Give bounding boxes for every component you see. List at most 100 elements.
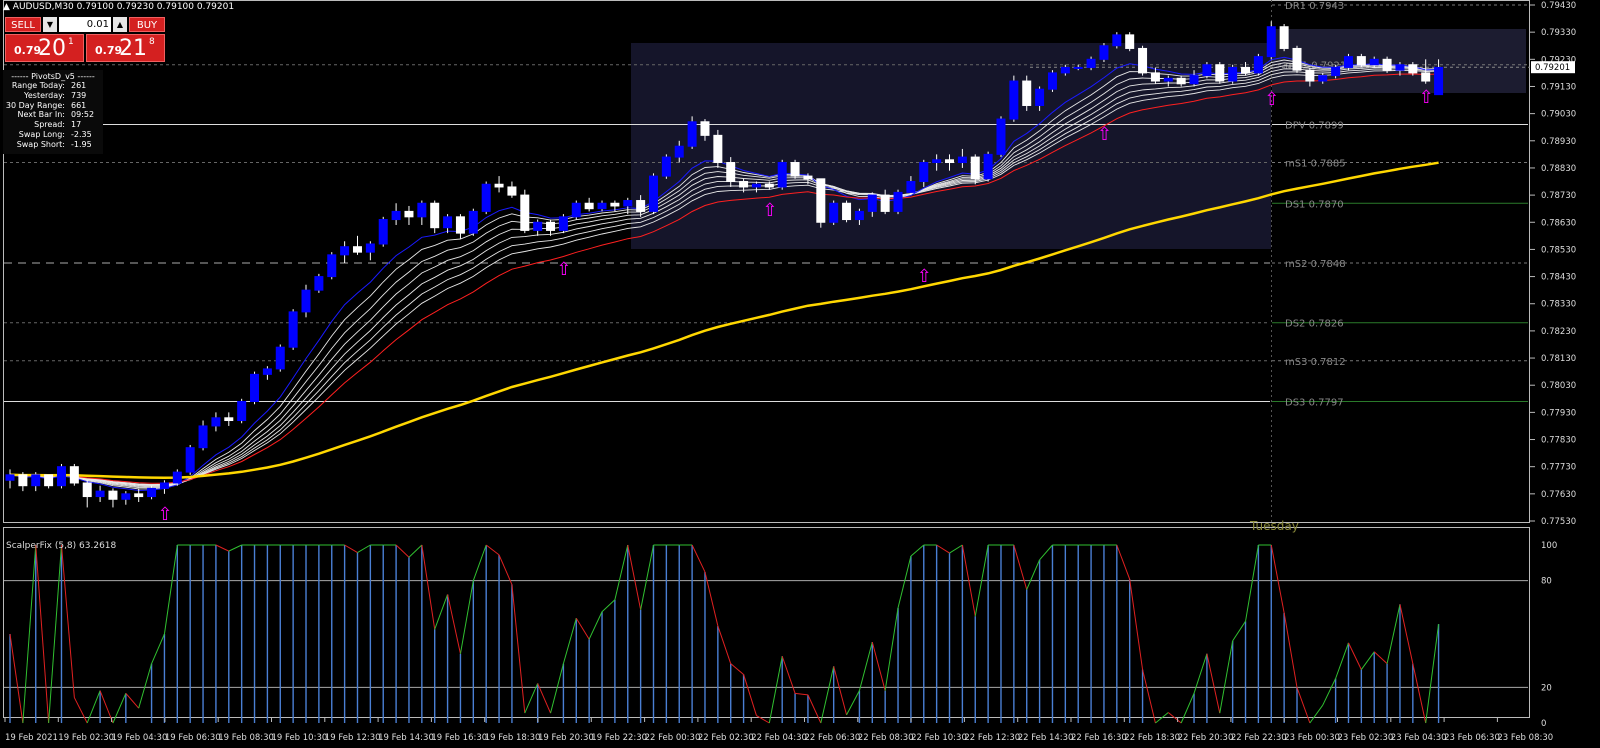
candle-body xyxy=(1395,64,1405,71)
candle-body xyxy=(1369,58,1379,66)
price-tick-label: 0.78730 xyxy=(1541,191,1576,201)
indicator-segment xyxy=(1039,544,1053,561)
indicator-segment xyxy=(1348,642,1362,670)
indicator-segment xyxy=(434,594,449,630)
one-click-trade-panel: SELL ▼ 0.01 ▲ BUY 0.79 20 1 0.79 21 8 xyxy=(5,17,165,63)
price-tick-label: 0.79230 xyxy=(1541,55,1576,65)
session-box-23feb xyxy=(1272,29,1526,93)
candle-body xyxy=(1331,66,1341,77)
ema-white-line xyxy=(9,69,1439,485)
info-key: Range Today: xyxy=(11,81,65,90)
info-row: Swap Long: -2.35 xyxy=(3,130,103,140)
buy-arrow-icon: ⇧ xyxy=(1264,89,1279,110)
candle-body xyxy=(1241,66,1251,74)
candle-body xyxy=(455,216,465,234)
indicator-segment xyxy=(421,544,436,630)
indicator-segment xyxy=(562,618,577,664)
indicator-segment xyxy=(60,544,75,698)
indicator-segment xyxy=(1309,704,1324,724)
buy-arrow-icon: ⇧ xyxy=(1097,124,1112,145)
info-key: Swap Long: xyxy=(18,129,65,139)
candle-body xyxy=(1408,64,1418,74)
price-tick-label: 0.77530 xyxy=(1541,517,1576,527)
candle-body xyxy=(867,194,877,212)
candle-body xyxy=(1279,26,1289,49)
price-tick-label: 0.77930 xyxy=(1541,408,1576,418)
lot-decrease-icon[interactable]: ▼ xyxy=(43,17,57,32)
candle-body xyxy=(301,289,311,313)
indicator-segment xyxy=(691,544,706,573)
candle-body xyxy=(262,368,272,375)
candle-body xyxy=(649,175,658,212)
time-tick-label: 22 Feb 20:30 xyxy=(1178,733,1234,743)
pivot-label: DR1 0.7943 xyxy=(1285,1,1344,12)
candle-body xyxy=(1305,69,1315,82)
candle-body xyxy=(69,466,79,484)
candle-body xyxy=(1202,64,1212,77)
buy-arrow-icon: ⇧ xyxy=(917,266,932,287)
info-key: Yesterday: xyxy=(24,90,65,100)
candle-body xyxy=(340,246,350,256)
indicator-segment xyxy=(717,625,732,664)
indicator-segment xyxy=(357,544,371,554)
time-tick-label: 19 Feb 08:30 xyxy=(218,733,274,743)
indicator-segment xyxy=(1116,544,1131,580)
indicator-segment xyxy=(215,544,230,552)
indicator-segment xyxy=(1167,712,1182,724)
candle-body xyxy=(352,246,362,253)
candle-body xyxy=(82,482,92,498)
indicator-segment xyxy=(1386,604,1401,664)
candle-body xyxy=(1035,88,1045,106)
indicator-segment xyxy=(910,544,925,557)
time-tick-label: 22 Feb 18:30 xyxy=(1124,733,1180,743)
candle-body xyxy=(520,194,530,231)
candle-body xyxy=(623,200,633,207)
candle-body xyxy=(906,181,916,193)
candle-body xyxy=(211,417,221,427)
pivots-info-header: ------ PivotsD_v5 ------ xyxy=(11,72,95,81)
candle-body xyxy=(121,493,131,500)
sell-button[interactable]: SELL xyxy=(5,17,41,32)
session-box-22feb xyxy=(631,43,1271,249)
indicator-segment xyxy=(447,594,461,654)
indicator-axis-label: 0 xyxy=(1541,719,1546,729)
indicator-segment xyxy=(1155,712,1169,724)
lot-increase-icon[interactable]: ▲ xyxy=(113,17,127,32)
time-tick-label: 19 Feb 06:30 xyxy=(165,733,221,743)
indicator-segment xyxy=(795,692,809,696)
candle-body xyxy=(108,490,118,500)
candle-body xyxy=(1138,47,1148,74)
candle-body xyxy=(571,202,581,218)
indicator-segment xyxy=(871,641,886,691)
sell-price-button[interactable]: 0.79 20 1 xyxy=(5,34,84,62)
candle-body xyxy=(558,216,568,231)
candle-body xyxy=(250,373,260,403)
buy-button[interactable]: BUY xyxy=(129,17,165,32)
time-tick-label: 22 Feb 04:30 xyxy=(751,733,807,743)
candle-body xyxy=(803,175,813,180)
indicator-segment xyxy=(1206,653,1221,714)
indicator-segment xyxy=(1360,651,1375,670)
pivot-label: DS1 0.7870 xyxy=(1285,199,1344,210)
indicator-segment xyxy=(1129,579,1144,670)
candle-body xyxy=(1073,66,1083,69)
indicator-segment xyxy=(22,544,37,724)
lot-size-input[interactable]: 0.01 xyxy=(59,17,111,32)
indicator-segment xyxy=(524,683,539,714)
time-tick-label: 22 Feb 06:30 xyxy=(805,733,861,743)
time-tick-label: 19 Feb 10:30 xyxy=(272,733,328,743)
candle-body xyxy=(945,159,955,164)
indicator-segment xyxy=(614,544,629,600)
indicator-segment xyxy=(575,618,590,640)
candle-body xyxy=(546,221,556,231)
time-tick-label: 22 Feb 00:30 xyxy=(645,733,701,743)
price-tick-label: 0.78830 xyxy=(1541,164,1576,174)
buy-arrow-icon: ⇧ xyxy=(157,504,172,525)
buy-price-sup: 8 xyxy=(149,37,155,47)
candle-body xyxy=(172,471,182,484)
candle-body xyxy=(751,183,761,188)
candle-body xyxy=(378,219,388,245)
buy-price-button[interactable]: 0.79 21 8 xyxy=(86,34,165,62)
indicator-segment xyxy=(1013,544,1028,590)
